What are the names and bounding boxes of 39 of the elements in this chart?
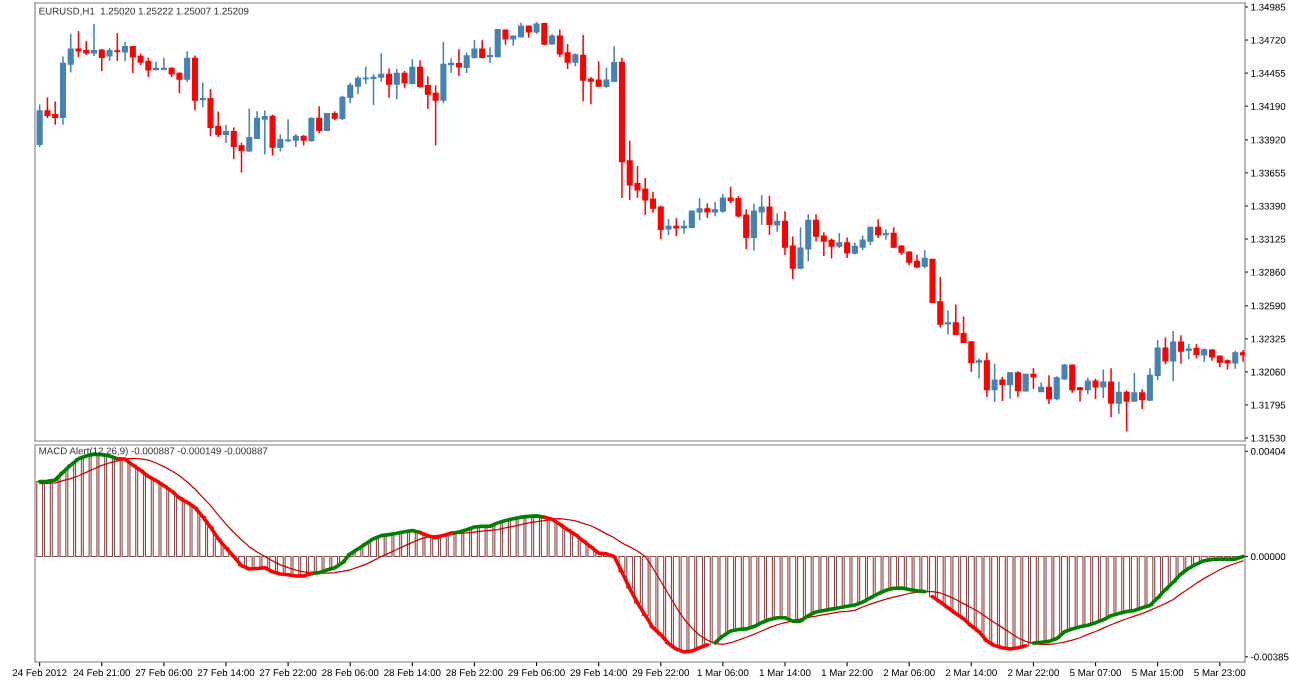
y-tick-label: 1.32060: [1251, 368, 1286, 376]
x-tick-label: 27 Feb 22:00: [259, 668, 317, 677]
y-tick-label: 1.32860: [1251, 268, 1286, 276]
x-tick-label: 24 Feb 21:00: [73, 668, 131, 677]
x-tick-label: 27 Feb 14:00: [197, 668, 255, 677]
x-tick-label: 29 Feb 06:00: [508, 668, 565, 677]
x-tick-label: 2 Mar 06:00: [883, 669, 935, 677]
x-tick-label: 29 Feb 14:00: [570, 668, 627, 677]
x-tick-label: 2 Mar 22:00: [1007, 669, 1059, 677]
x-tick-label: 2 Mar 14:00: [945, 669, 997, 677]
y-tick-label: 1.33390: [1251, 202, 1286, 210]
x-tick-label: 1 Mar 22:00: [821, 669, 873, 677]
y-tick-label: 1.31795: [1251, 401, 1286, 409]
y-tick-label: -0.00385: [1250, 653, 1289, 661]
x-tick-label: 5 Mar 15:00: [1132, 669, 1184, 677]
y-tick-label: 1.33920: [1251, 136, 1286, 144]
y-tick-label: 1.34455: [1251, 69, 1286, 77]
y-tick-label: 1.31530: [1251, 434, 1286, 442]
y-tick-label: 1.34985: [1251, 3, 1286, 11]
y-tick-label: 0.00404: [1250, 447, 1286, 455]
x-tick-label: 29 Feb 22:00: [632, 668, 690, 677]
chart-title: EURUSD,H1 1.25020 1.25222 1.25007 1.25209: [39, 7, 249, 16]
x-tick-label: 27 Feb 06:00: [135, 668, 193, 677]
x-tick-label: 28 Feb 06:00: [322, 668, 379, 677]
y-tick-label: 1.32325: [1251, 335, 1286, 343]
x-tick-label: 1 Mar 14:00: [759, 669, 811, 677]
chart-title: MACD Alert(12,26,9) -0.000887 -0.000149 -0.000887: [39, 447, 268, 457]
y-tick-label: 1.34190: [1251, 102, 1286, 110]
x-tick-label: 28 Feb 22:00: [446, 668, 503, 677]
x-tick-label: 5 Mar 23:00: [1194, 669, 1246, 677]
x-tick-label: 1 Mar 06:00: [697, 669, 749, 677]
y-tick-label: 1.34720: [1251, 36, 1286, 44]
y-tick-label: 1.33655: [1251, 169, 1286, 177]
y-tick-label: 0.00000: [1250, 553, 1286, 561]
x-tick-label: 5 Mar 07:00: [1070, 669, 1122, 677]
y-tick-label: 1.33125: [1251, 235, 1286, 243]
x-tick-label: 28 Feb 14:00: [384, 668, 441, 677]
y-tick-label: 1.32590: [1251, 302, 1286, 310]
x-tick-label: 24 Feb 2012: [12, 668, 67, 677]
